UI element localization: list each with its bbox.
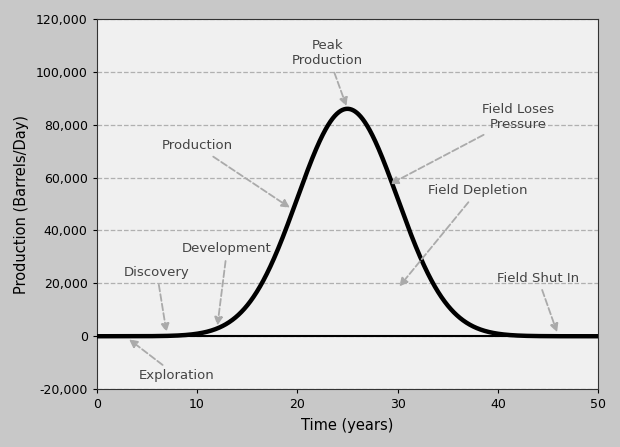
Text: Field Depletion: Field Depletion (401, 184, 528, 285)
Text: Exploration: Exploration (131, 341, 215, 383)
Text: Field Loses
Pressure: Field Loses Pressure (392, 103, 554, 183)
Text: Field Shut In: Field Shut In (497, 272, 579, 330)
Text: Discovery: Discovery (124, 266, 190, 330)
Text: Peak
Production: Peak Production (292, 39, 363, 104)
Text: Production: Production (161, 139, 288, 207)
X-axis label: Time (years): Time (years) (301, 418, 394, 433)
Text: Development: Development (182, 242, 272, 324)
Y-axis label: Production (Barrels/Day): Production (Barrels/Day) (14, 114, 29, 294)
